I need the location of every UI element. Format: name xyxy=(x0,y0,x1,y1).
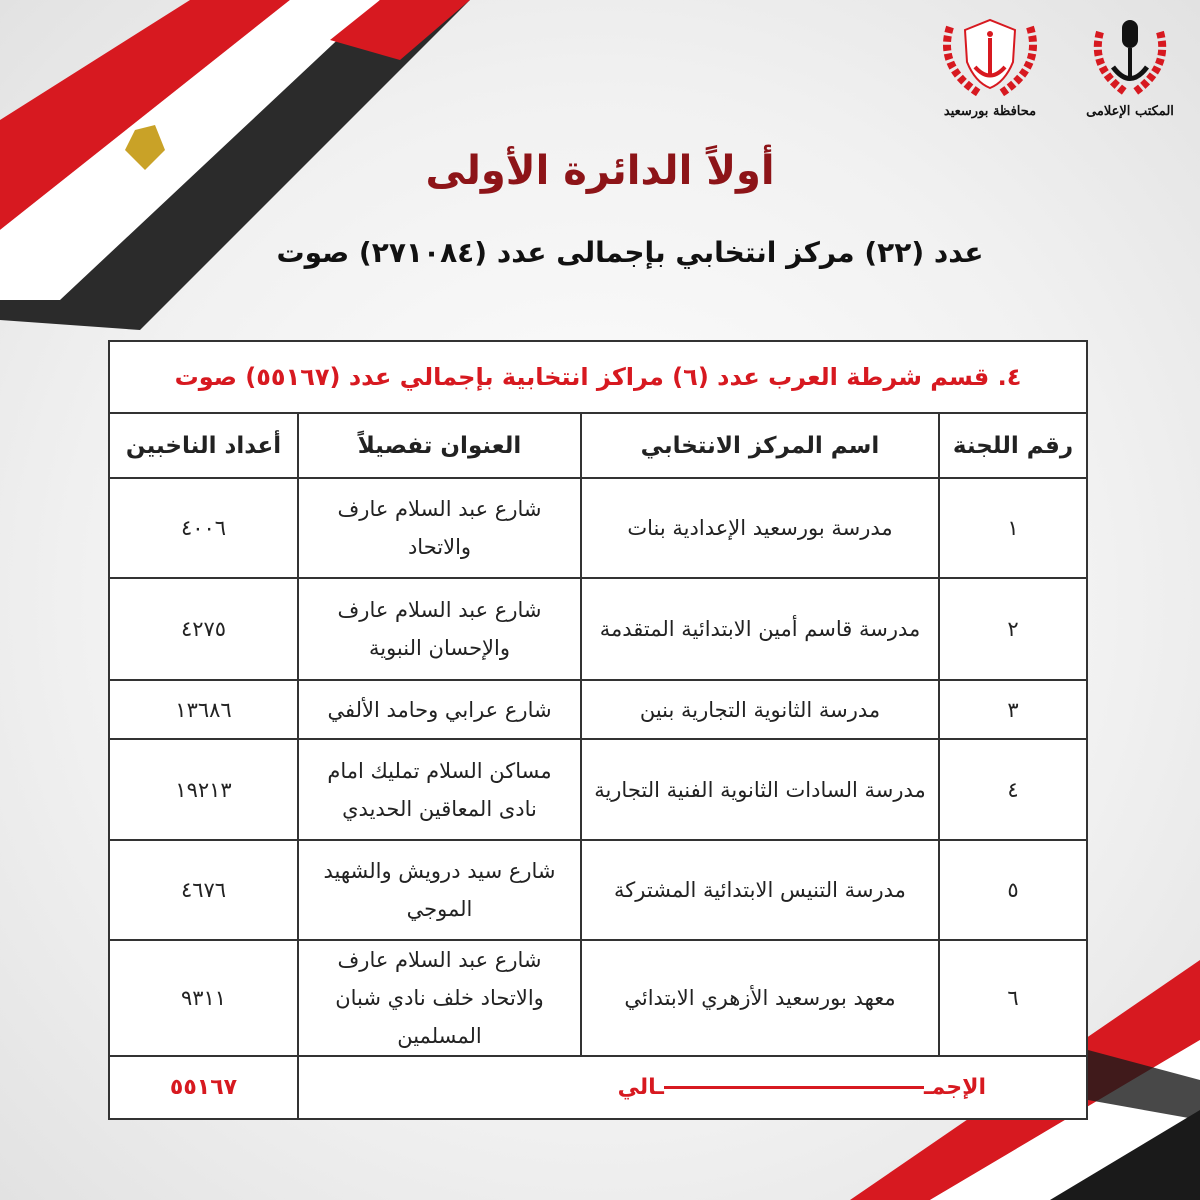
table-row: ٤ مدرسة السادات الثانوية الفنية التجارية… xyxy=(108,738,1088,841)
center-cell: مدرسة قاسم أمين الابتدائية المتقدمة xyxy=(580,577,940,681)
committee-cell: ٥ xyxy=(938,839,1088,941)
section-heading-row: ٤. قسم شرطة العرب عدد (٦) مراكز انتخابية… xyxy=(108,340,1088,414)
voters-cell: ٤٠٠٦ xyxy=(108,477,299,579)
total-label-end: ـالي xyxy=(617,1074,664,1100)
header-committee: رقم اللجنة xyxy=(938,412,1088,479)
center-cell: مدرسة بورسعيد الإعدادية بنات xyxy=(580,477,940,579)
total-label-start: الإجمـ xyxy=(923,1074,986,1100)
committee-cell: ٤ xyxy=(938,738,1088,841)
address-cell: شارع سيد درويش والشهيد الموجي xyxy=(297,839,582,941)
table-row: ٣ مدرسة الثانوية التجارية بنين شارع عراب… xyxy=(108,679,1088,740)
address-cell: شارع عرابي وحامد الألفي xyxy=(297,679,582,740)
total-label-line xyxy=(663,1086,924,1089)
center-cell: مدرسة الثانوية التجارية بنين xyxy=(580,679,940,740)
shield-anchor-icon xyxy=(943,18,1037,98)
table-row: ١ مدرسة بورسعيد الإعدادية بنات شارع عبد … xyxy=(108,477,1088,579)
center-cell: معهد بورسعيد الأزهري الابتدائي xyxy=(580,939,940,1057)
header-voters: أعداد الناخبين xyxy=(108,412,299,479)
center-cell: مدرسة السادات الثانوية الفنية التجارية xyxy=(580,738,940,841)
header-address: العنوان تفصيلاً xyxy=(297,412,582,479)
committee-cell: ١ xyxy=(938,477,1088,579)
committee-cell: ٦ xyxy=(938,939,1088,1057)
voters-cell: ١٣٦٨٦ xyxy=(108,679,299,740)
total-label: الإجمـ ـالي xyxy=(297,1055,1088,1120)
media-office-caption: المكتب الإعلامى xyxy=(1086,104,1174,119)
media-office-logo: المكتب الإعلامى xyxy=(1070,12,1190,119)
table-row: ٦ معهد بورسعيد الأزهري الابتدائي شارع عب… xyxy=(108,939,1088,1057)
header-center: اسم المركز الانتخابي xyxy=(580,412,940,479)
section-heading: ٤. قسم شرطة العرب عدد (٦) مراكز انتخابية… xyxy=(108,340,1088,414)
center-cell: مدرسة التنيس الابتدائية المشتركة xyxy=(580,839,940,941)
address-cell: شارع عبد السلام عارف والإحسان النبوية xyxy=(297,577,582,681)
address-cell: شارع عبد السلام عارف والاتحاد خلف نادي ش… xyxy=(297,939,582,1057)
address-cell: شارع عبد السلام عارف والاتحاد xyxy=(297,477,582,579)
port-said-governorate-logo: محافظة بورسعيد xyxy=(930,12,1050,119)
page-title: أولاً الدائرة الأولى xyxy=(425,148,775,194)
address-cell: مساكن السلام تمليك امام نادى المعاقين ال… xyxy=(297,738,582,841)
committee-cell: ٢ xyxy=(938,577,1088,681)
voters-cell: ٤٢٧٥ xyxy=(108,577,299,681)
polling-centers-table: ٤. قسم شرطة العرب عدد (٦) مراكز انتخابية… xyxy=(108,340,1088,1120)
total-row: الإجمـ ـالي ٥٥١٦٧ xyxy=(108,1055,1088,1120)
table-row: ٢ مدرسة قاسم أمين الابتدائية المتقدمة شا… xyxy=(108,577,1088,681)
total-value: ٥٥١٦٧ xyxy=(108,1055,299,1120)
header-row: رقم اللجنة اسم المركز الانتخابي العنوان … xyxy=(108,412,1088,479)
governorate-caption: محافظة بورسعيد xyxy=(943,104,1037,119)
voters-cell: ٩٣١١ xyxy=(108,939,299,1057)
voters-cell: ٤٦٧٦ xyxy=(108,839,299,941)
committee-cell: ٣ xyxy=(938,679,1088,740)
microphone-anchor-icon xyxy=(1093,20,1167,96)
page-subtitle: عدد (٢٢) مركز انتخابي بإجمالى عدد (٢٧١٠٨… xyxy=(276,236,984,269)
voters-cell: ١٩٢١٣ xyxy=(108,738,299,841)
table-row: ٥ مدرسة التنيس الابتدائية المشتركة شارع … xyxy=(108,839,1088,941)
